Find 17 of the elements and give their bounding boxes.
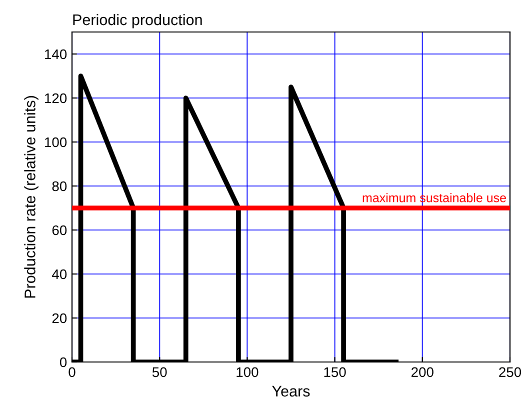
- y-tick-label: 100: [45, 137, 67, 148]
- x-tick-label: 250: [499, 367, 522, 378]
- x-axis-title: Years: [272, 386, 310, 397]
- y-tick-label: 80: [52, 181, 67, 192]
- chart-title: Periodic production: [73, 14, 202, 28]
- y-tick-label: 0: [60, 357, 67, 368]
- x-tick-label: 150: [324, 367, 346, 378]
- y-tick-label: 60: [52, 225, 67, 236]
- y-tick-label: 20: [52, 313, 67, 324]
- x-tick-label: 0: [68, 367, 76, 378]
- y-tick-label: 40: [52, 269, 67, 280]
- y-tick-label: 140: [45, 49, 67, 60]
- x-tick-label: 100: [236, 367, 258, 378]
- y-tick-label: 120: [45, 93, 67, 104]
- x-tick-label: 200: [412, 367, 434, 378]
- y-axis-title: Production rate (relative units): [24, 96, 38, 298]
- x-tick-label: 50: [152, 367, 167, 378]
